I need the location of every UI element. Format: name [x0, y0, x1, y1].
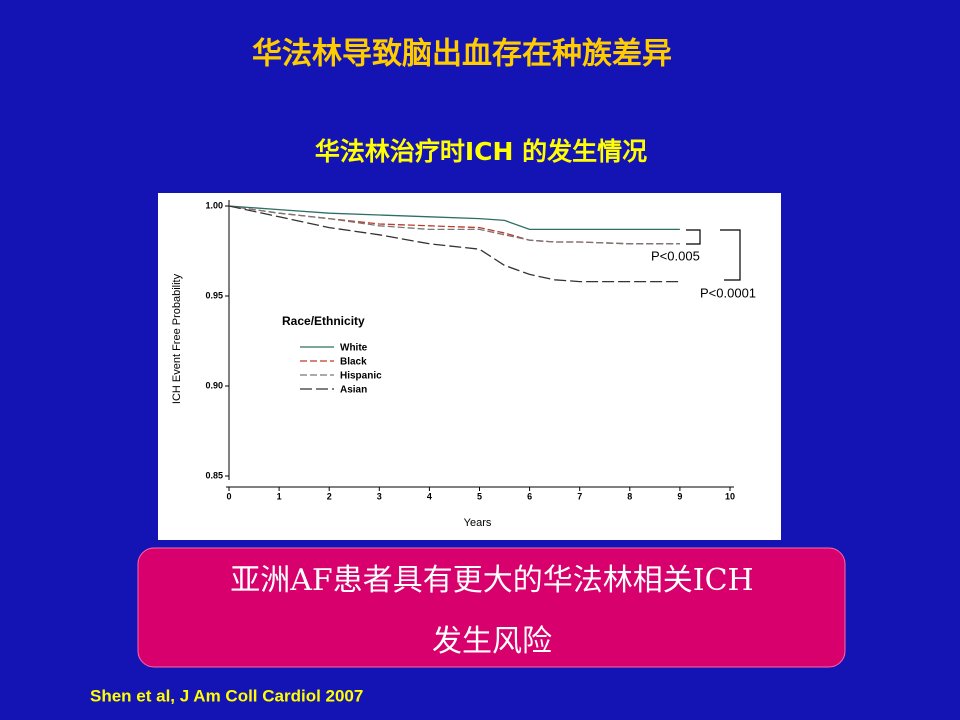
series-line: [228, 205, 680, 283]
x-tick-label: 5: [477, 491, 482, 501]
x-tick-label: 2: [327, 491, 332, 501]
legend-label: White: [340, 343, 368, 354]
y-tick-label: 0.95: [205, 290, 223, 300]
y-axis-title: ICH Event Free Probability: [171, 273, 183, 404]
callout-text: 亚洲AF患者具有更大的华法林相关ICH: [230, 563, 753, 598]
legend-label: Asian: [340, 385, 367, 396]
citation: Shen et al, J Am Coll Cardiol 2007: [90, 686, 363, 705]
callout-box: [137, 547, 846, 668]
chart-panel: [158, 193, 781, 540]
annotation: P<0.005: [651, 248, 700, 263]
legend-label: Black: [340, 357, 367, 368]
series-line: [228, 205, 680, 245]
p-brackets: [686, 229, 741, 281]
x-tick-label: 9: [677, 491, 682, 501]
legend-label: Hispanic: [340, 371, 382, 382]
annotation: P<0.0001: [700, 285, 756, 300]
x-tick-label: 3: [377, 491, 382, 501]
x-tick-label: 4: [427, 491, 432, 501]
x-tick-label: 1: [277, 491, 282, 501]
y-tick-label: 0.90: [205, 380, 223, 390]
bracket: [720, 229, 741, 281]
slide-title: 华法林导致脑出血存在种族差异: [252, 37, 672, 72]
y-tick-label: 1.00: [205, 200, 223, 210]
bracket: [686, 229, 701, 245]
series-line: [228, 205, 680, 231]
x-tick-label: 10: [725, 491, 735, 501]
callout-text: 发生风险: [432, 624, 552, 659]
slide-subtitle: 华法林治疗时ICH 的发生情况: [315, 137, 647, 166]
x-tick-label: 7: [577, 491, 582, 501]
legend-title: Race/Ethnicity: [282, 314, 365, 328]
x-tick-label: 0: [226, 491, 231, 501]
x-tick-label: 6: [527, 491, 532, 501]
y-tick-label: 0.85: [205, 470, 223, 480]
chart: 0.85 0.90 0.95 1.00 0 1 2 3 4 5 6 7 8 9 10 Years ICH Eve…: [171, 200, 756, 529]
x-tick-label: 8: [627, 491, 632, 501]
x-axis-title: Years: [464, 517, 492, 529]
